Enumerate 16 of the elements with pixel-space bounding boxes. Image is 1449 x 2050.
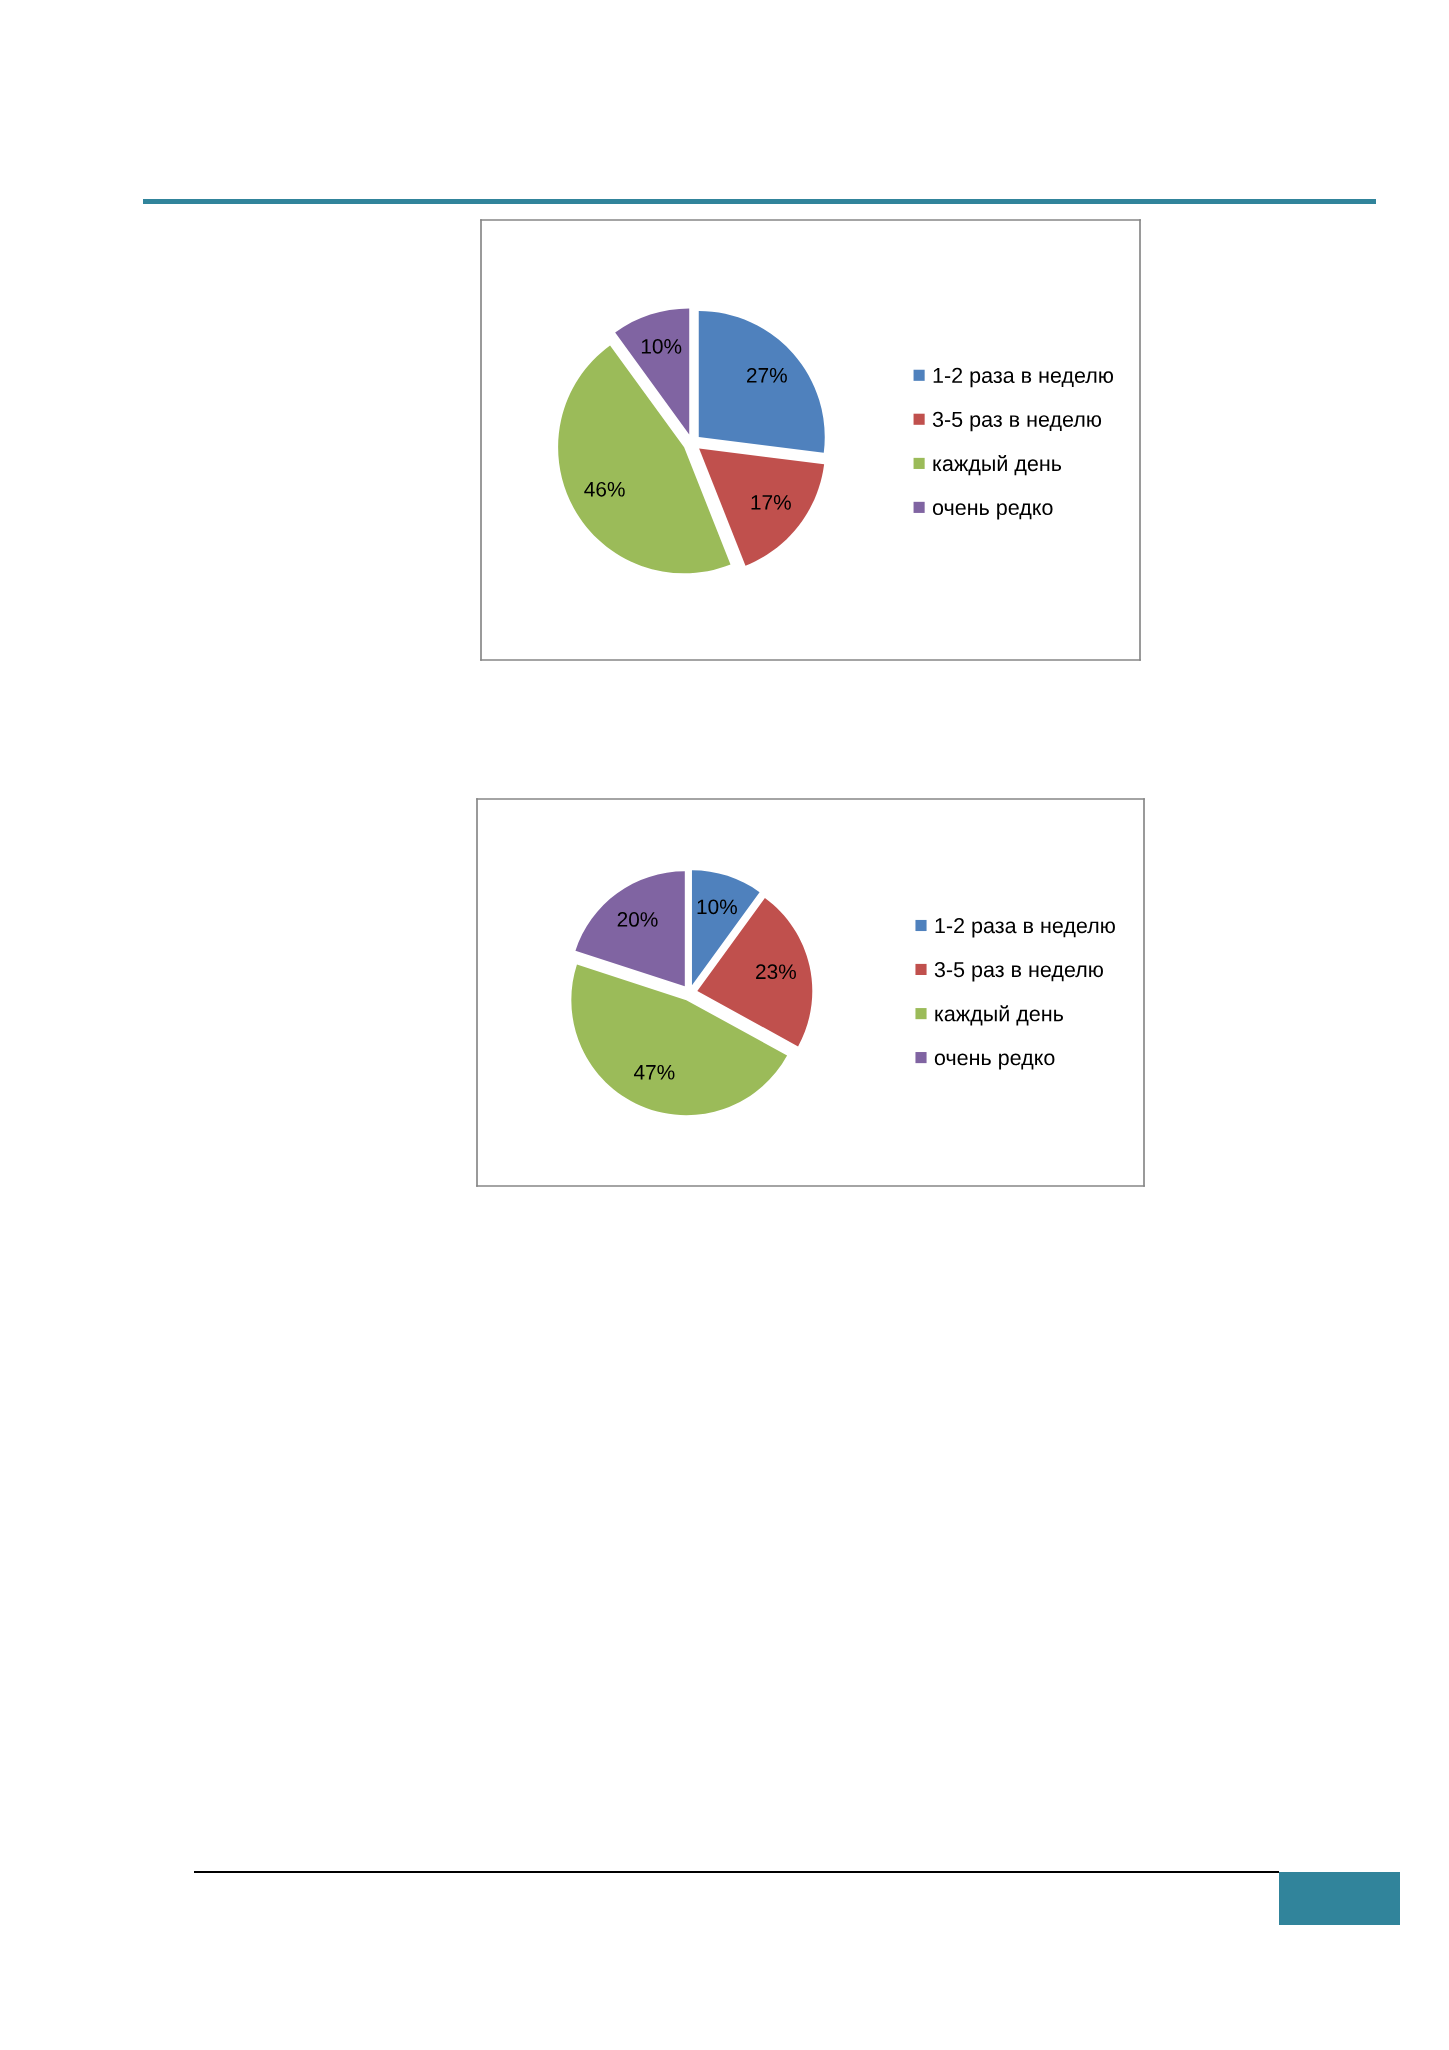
legend-label: 1-2 раза в неделю <box>935 918 1115 938</box>
legend-label: 1-2 раза в неделю <box>933 367 1114 388</box>
data-label: 27% <box>747 367 787 383</box>
legend-label: очень редко <box>932 503 1053 520</box>
data-label: 10% <box>697 899 737 915</box>
data-label: 46% <box>584 481 625 497</box>
legend-label: 3-5 раз в неделю <box>932 411 1102 432</box>
data-label: 17% <box>751 495 791 510</box>
data-label: 10% <box>641 339 682 354</box>
legend-label: каждый день <box>933 454 1062 476</box>
data-label: 20% <box>617 912 658 927</box>
data-label: 47% <box>633 1064 675 1080</box>
data-label: 23% <box>756 964 796 980</box>
legend-label: 3-5 раз в неделю <box>934 961 1103 982</box>
legend-label: очень редко <box>934 1053 1055 1070</box>
legend-label: каждый день <box>935 1005 1063 1026</box>
